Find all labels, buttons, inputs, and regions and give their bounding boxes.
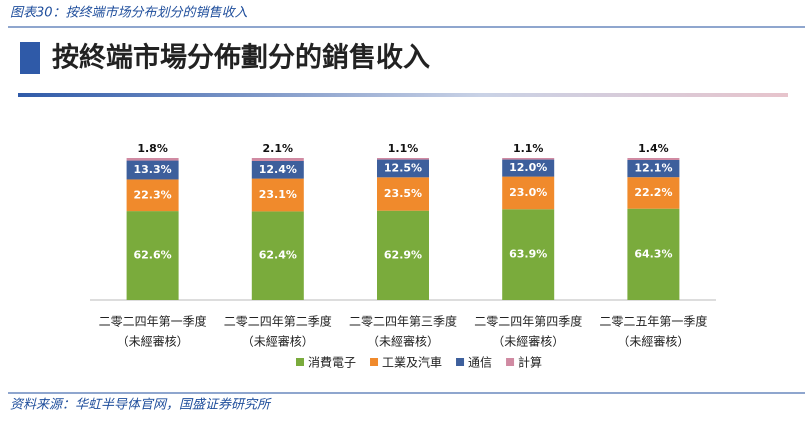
- bar-segment: [377, 210, 429, 300]
- x-tick-label: （未經審核）: [367, 334, 439, 349]
- title-rule: [18, 93, 788, 97]
- bar-segment: [502, 176, 555, 210]
- value-label: 2.1%: [263, 142, 294, 155]
- value-label: 63.9%: [509, 248, 547, 261]
- legend-label: 消費電子: [308, 355, 356, 370]
- legend-label: 計算: [518, 355, 542, 370]
- value-label: 22.3%: [134, 188, 172, 201]
- bar-segment: [377, 159, 429, 178]
- value-label: 23.5%: [384, 187, 422, 200]
- value-label: 23.0%: [509, 186, 547, 199]
- x-tick-label: 二零二四年第二季度: [224, 314, 332, 329]
- bar-segment: [126, 160, 179, 180]
- x-tick-label: （未經審核）: [117, 334, 189, 349]
- value-label: 62.6%: [134, 249, 172, 262]
- title-marker: [20, 42, 40, 74]
- bar-segment: [502, 209, 555, 300]
- bar-segment: [502, 159, 555, 177]
- bar-segment: [627, 159, 680, 178]
- value-label: 62.4%: [259, 249, 297, 262]
- x-tick-label: （未經審核）: [242, 334, 314, 349]
- value-label: 23.1%: [259, 188, 297, 201]
- legend-swatch: [296, 358, 304, 366]
- x-tick-label: （未經審核）: [617, 334, 689, 349]
- caption: 图表30：按终端市场分布划分的销售收入: [10, 5, 248, 21]
- legend-swatch: [456, 358, 465, 366]
- bar-segment: [251, 178, 304, 212]
- legend-swatch: [370, 358, 379, 366]
- x-tick-label: 二零二四年第三季度: [349, 314, 457, 329]
- value-label: 12.5%: [384, 161, 422, 174]
- value-label: 1.1%: [513, 142, 544, 155]
- bar-segment: [251, 158, 304, 161]
- bar-segment: [627, 208, 680, 300]
- value-label: 1.4%: [638, 142, 669, 155]
- x-tick-label: （未經審核）: [492, 334, 564, 349]
- x-tick-label: 二零二五年第一季度: [599, 314, 707, 329]
- legend-swatch: [506, 358, 515, 366]
- bar-segment: [627, 177, 680, 209]
- x-tick-label: 二零二四年第四季度: [474, 314, 582, 329]
- bar-segment: [126, 158, 179, 161]
- value-label: 12.1%: [634, 162, 672, 175]
- value-label: 22.2%: [634, 186, 672, 199]
- value-label: 1.1%: [388, 142, 419, 155]
- bar-segment: [377, 158, 429, 160]
- value-label: 1.8%: [137, 142, 168, 155]
- bar-segment: [126, 211, 179, 300]
- value-label: 13.3%: [134, 163, 172, 176]
- bar-segment: [627, 158, 680, 160]
- bar-segment: [251, 211, 304, 300]
- value-label: 12.4%: [259, 163, 297, 176]
- bar-segment: [251, 160, 304, 179]
- bar-segment: [126, 179, 179, 212]
- value-label: 62.9%: [384, 248, 422, 261]
- bar-segment: [502, 158, 555, 160]
- source: 资料来源：华虹半导体官网，国盛证券研究所: [10, 397, 272, 413]
- value-label: 64.3%: [634, 247, 672, 260]
- slide-title: 按終端市場分佈劃分的銷售收入: [52, 42, 430, 74]
- x-tick-label: 二零二四年第一季度: [99, 314, 207, 329]
- bar-segment: [377, 177, 429, 211]
- legend-label: 工業及汽車: [382, 355, 442, 370]
- value-label: 12.0%: [509, 161, 547, 174]
- legend-label: 通信: [468, 356, 492, 370]
